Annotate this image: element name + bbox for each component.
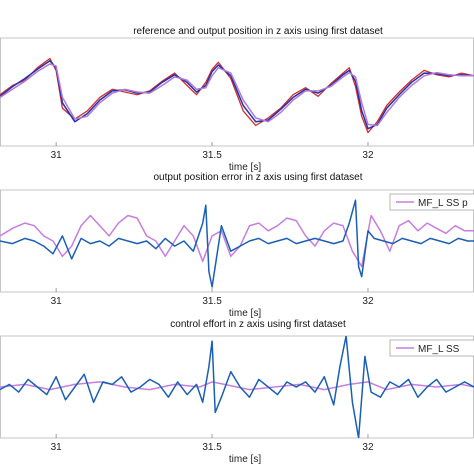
series-line-2 <box>0 59 474 130</box>
legend: MF_L SS p <box>389 193 474 211</box>
chart-panel-3: 31 31.5 32 time [s] control effort in z axis… <box>0 319 474 465</box>
x-tick-label: 31 <box>51 442 63 453</box>
x-tick-label: 31 <box>51 150 63 161</box>
chart-panel-1: 31 31.5 32 time [s] reference and output pos… <box>0 26 474 173</box>
x-tick-label: 31.5 <box>202 442 222 453</box>
x-tick-label: 32 <box>362 150 374 161</box>
panel-title: output position error in z axis using fi… <box>154 172 363 183</box>
x-tick-label: 31.5 <box>202 150 222 161</box>
x-axis-label: time [s] <box>229 308 261 319</box>
series-line-2 <box>0 336 474 438</box>
legend-label: MF_L SS <box>418 344 460 355</box>
x-axis-label: time [s] <box>229 162 261 173</box>
legend-box <box>389 339 474 357</box>
x-tick-label: 32 <box>362 442 374 453</box>
legend-box <box>389 193 474 211</box>
series-line-2 <box>0 199 474 288</box>
panel-title: reference and output position in z axis … <box>133 26 383 37</box>
x-tick-label: 31 <box>51 296 63 307</box>
legend: MF_L SS <box>389 339 474 357</box>
panel-title: control effort in z axis using first dat… <box>170 319 346 330</box>
series-line-3 <box>0 63 474 127</box>
x-axis-label: time [s] <box>229 454 261 465</box>
series-line-1 <box>0 57 474 134</box>
x-tick-label: 32 <box>362 296 374 307</box>
x-tick-label: 31.5 <box>202 296 222 307</box>
legend-label: MF_L SS p <box>418 198 468 209</box>
chart-panel-2: 31 31.5 32 time [s] output position error in… <box>0 172 474 319</box>
